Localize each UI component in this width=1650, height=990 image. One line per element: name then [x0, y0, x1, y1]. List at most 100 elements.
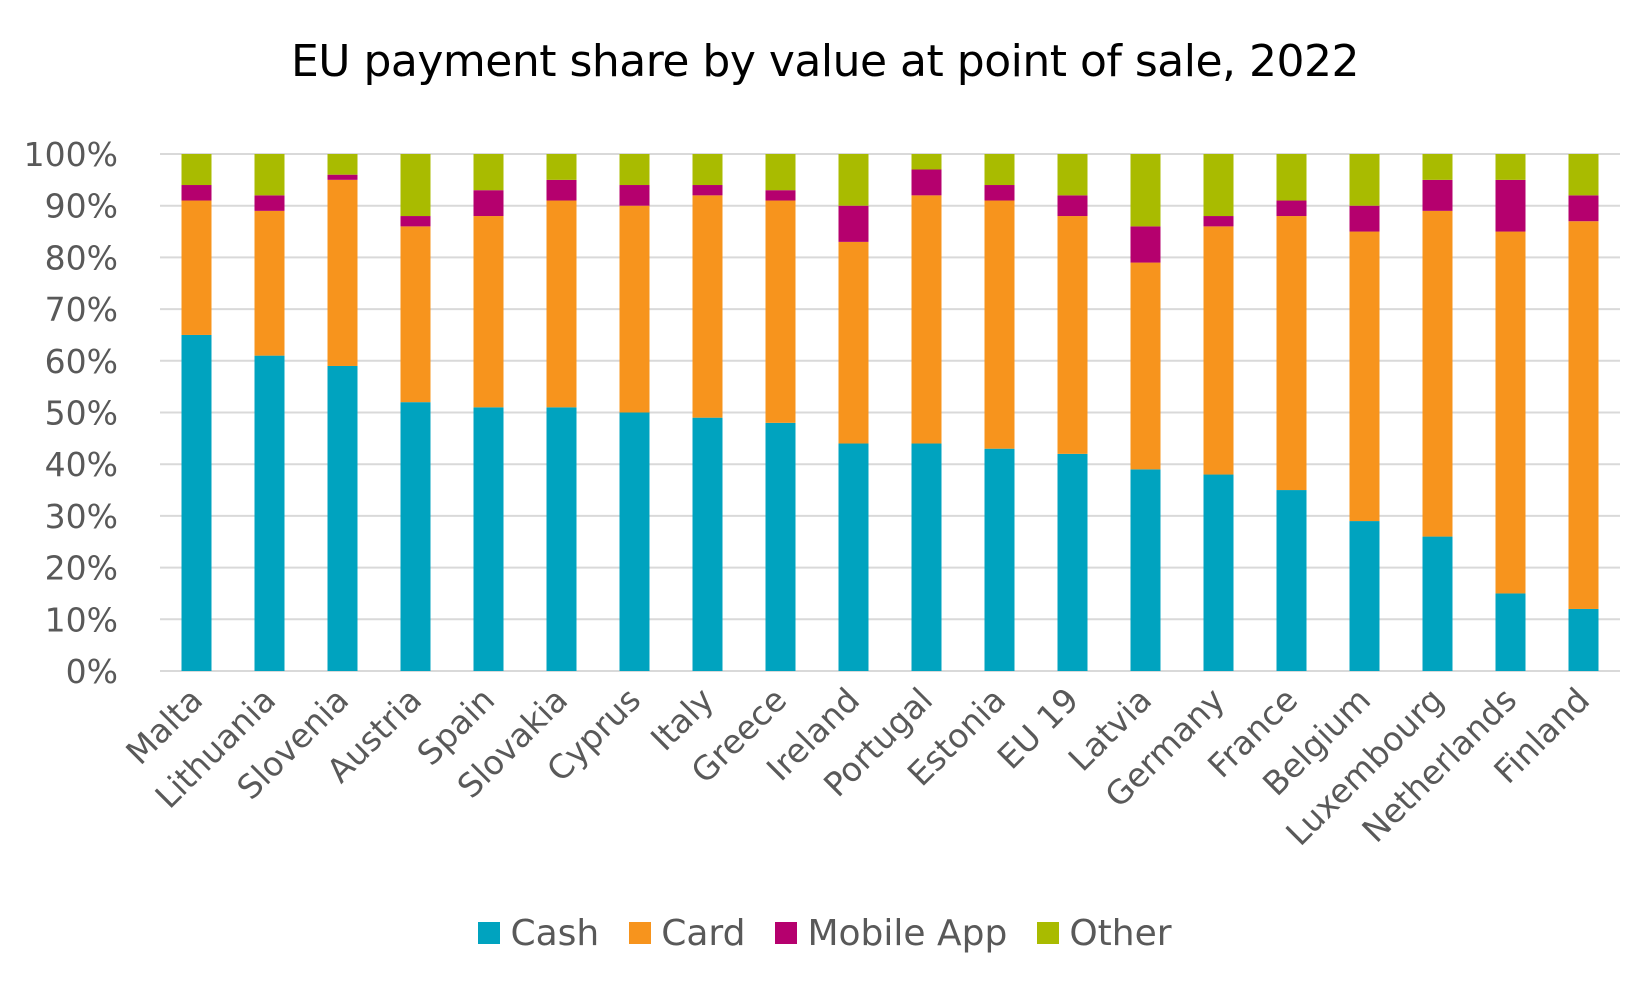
bar-segment-mobile-app: [1276, 200, 1307, 217]
legend-label: Mobile App: [807, 912, 1008, 954]
bar-segment-other: [1568, 154, 1599, 196]
bar-segment-mobile-app: [1422, 179, 1453, 211]
bar-segment-cash: [1276, 490, 1307, 671]
bar-segment-mobile-app: [254, 195, 285, 211]
bar-segment-mobile-app: [911, 169, 942, 196]
bar-segment-other: [254, 154, 285, 196]
bar-segment-cash: [838, 443, 869, 671]
bar-segment-other: [400, 154, 431, 217]
y-tick-label: 30%: [45, 497, 118, 536]
bar-segment-other: [181, 154, 212, 186]
bar-segment-cash: [546, 407, 577, 671]
bar-segment-card: [473, 216, 504, 408]
bar-segment-card: [327, 179, 358, 366]
bar-segment-card: [181, 200, 212, 335]
bars: [181, 154, 1599, 671]
y-tick-label: 100%: [24, 135, 118, 174]
bar-segment-mobile-app: [1349, 205, 1380, 232]
bar-segment-cash: [1568, 608, 1599, 671]
bar-segment-cash: [181, 334, 212, 671]
bar-segment-mobile-app: [765, 190, 796, 201]
bar-segment-card: [984, 200, 1015, 449]
bar-segment-cash: [1349, 521, 1380, 671]
bar-segment-other: [984, 154, 1015, 186]
bar-segment-card: [254, 210, 285, 356]
bar-segment-card: [1203, 226, 1234, 475]
bar-segment-mobile-app: [1130, 226, 1161, 263]
legend-swatch: [1037, 922, 1060, 944]
legend-item: Other: [1037, 912, 1172, 954]
bar-segment-mobile-app: [619, 185, 650, 206]
bar-segment-cash: [692, 417, 723, 671]
bar-segment-cash: [765, 422, 796, 671]
bar-segment-mobile-app: [327, 174, 358, 180]
bar-segment-cash: [1203, 474, 1234, 671]
x-axis-ticks: MaltaLithuaniaSloveniaAustriaSpainSlovak…: [118, 680, 1597, 853]
bar-segment-other: [1203, 154, 1234, 217]
bar-segment-other: [546, 154, 577, 180]
legend-label: Other: [1069, 912, 1172, 954]
y-tick-label: 60%: [45, 342, 118, 381]
bar-segment-cash: [1130, 469, 1161, 671]
bar-segment-card: [400, 226, 431, 403]
legend-swatch: [629, 922, 652, 944]
bar-segment-cash: [619, 412, 650, 671]
bar-segment-cash: [984, 448, 1015, 671]
legend-swatch: [478, 922, 501, 944]
gridlines: [160, 153, 1620, 672]
y-tick-label: 50%: [45, 394, 118, 433]
bar-segment-cash: [911, 443, 942, 671]
bar-segment-card: [765, 200, 796, 423]
y-axis-ticks: 0% 10% 20% 30% 40% 50% 60% 70% 80% 90% 100%: [24, 135, 118, 691]
bar-segment-mobile-app: [1568, 195, 1599, 222]
bar-segment-cash: [254, 355, 285, 671]
legend-swatch: [775, 922, 798, 944]
bar-segment-card: [911, 195, 942, 444]
bar-segment-other: [1422, 154, 1453, 180]
bar-segment-other: [1349, 154, 1380, 206]
y-tick-label: 40%: [45, 445, 118, 484]
legend-item: Mobile App: [775, 913, 1007, 954]
bar-segment-mobile-app: [692, 185, 723, 196]
bar-segment-cash: [327, 365, 358, 671]
bar-segment-card: [546, 200, 577, 408]
bar-segment-card: [692, 195, 723, 418]
bar-segment-other: [1276, 154, 1307, 201]
y-tick-label: 10%: [45, 600, 118, 639]
bar-segment-other: [765, 154, 796, 191]
bar-segment-card: [1057, 216, 1088, 454]
bar-segment-card: [838, 241, 869, 444]
bar-segment-other: [838, 154, 869, 206]
bar-segment-mobile-app: [1057, 195, 1088, 217]
y-tick-label: 20%: [45, 549, 118, 588]
bar-segment-card: [1568, 221, 1599, 609]
y-tick-label: 0%: [66, 652, 118, 691]
y-tick-label: 80%: [45, 238, 118, 277]
bar-segment-card: [1276, 216, 1307, 491]
bar-segment-other: [1057, 154, 1088, 196]
bar-segment-other: [619, 154, 650, 186]
bar-segment-cash: [400, 402, 431, 671]
legend: Cash Card Mobile App Other: [0, 908, 1650, 958]
bar-segment-card: [1130, 262, 1161, 470]
bar-segment-cash: [1422, 536, 1453, 671]
bar-segment-other: [1495, 154, 1526, 180]
chart-title: EU payment share by value at point of sa…: [291, 36, 1360, 87]
bar-segment-cash: [1057, 453, 1088, 671]
bar-segment-mobile-app: [1495, 179, 1526, 232]
bar-segment-cash: [1495, 593, 1526, 671]
bar-segment-mobile-app: [1203, 216, 1234, 227]
bar-segment-card: [1422, 210, 1453, 537]
bar-segment-mobile-app: [181, 185, 212, 201]
bar-segment-mobile-app: [473, 190, 504, 217]
bar-segment-mobile-app: [546, 179, 577, 201]
bar-segment-card: [1495, 231, 1526, 594]
bar-segment-other: [911, 154, 942, 170]
legend-label: Cash: [510, 912, 600, 954]
bar-segment-card: [619, 205, 650, 413]
bar-segment-other: [327, 154, 358, 175]
legend-item: Card: [629, 913, 745, 954]
legend-item: Cash: [478, 913, 599, 954]
bar-segment-cash: [473, 407, 504, 671]
